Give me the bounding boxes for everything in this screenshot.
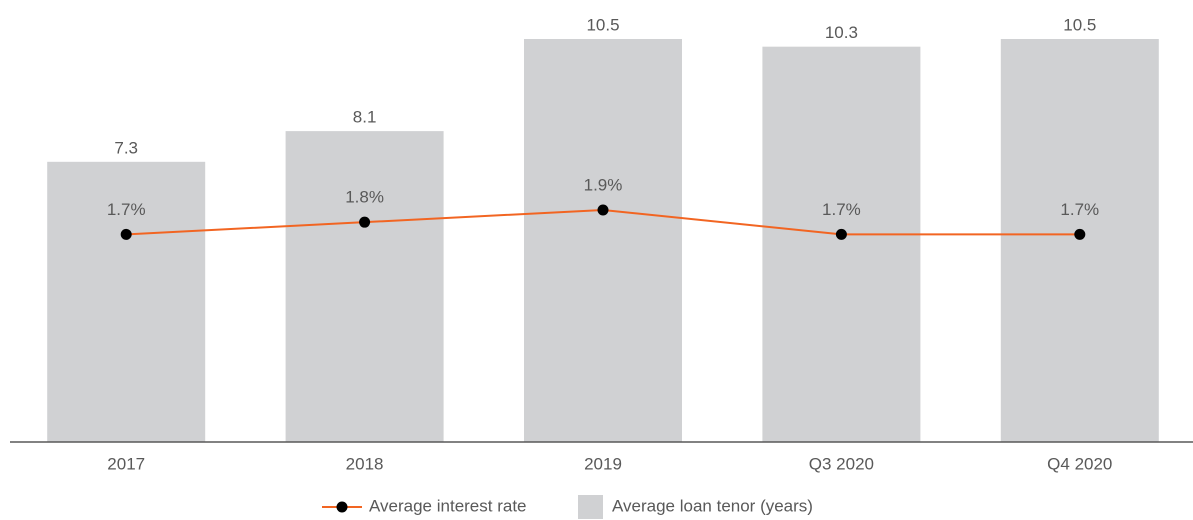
bar: [1000, 39, 1159, 442]
bar-value-label: 8.1: [353, 108, 377, 127]
legend-label: Average interest rate: [369, 496, 527, 515]
x-tick-label: Q4 2020: [1047, 454, 1112, 473]
line-value-label: 1.7%: [1060, 200, 1099, 219]
legend-label: Average loan tenor (years): [612, 496, 813, 515]
bar-value-label: 7.3: [114, 138, 138, 157]
marker: [120, 228, 132, 240]
marker: [1074, 228, 1086, 240]
line-value-label: 1.9%: [584, 175, 623, 194]
line-value-label: 1.8%: [345, 188, 384, 207]
bar: [762, 46, 921, 443]
line-value-label: 1.7%: [107, 200, 146, 219]
bar: [285, 131, 444, 442]
bar-value-label: 10.5: [1063, 15, 1096, 34]
bar-value-label: 10.5: [586, 15, 619, 34]
legend-swatch: [578, 495, 603, 519]
legend-marker: [336, 501, 348, 513]
x-tick-label: 2017: [107, 454, 145, 473]
bar-value-label: 10.3: [825, 23, 858, 42]
bar: [47, 161, 206, 443]
x-tick-label: Q3 2020: [809, 454, 874, 473]
bar: [524, 39, 682, 442]
x-tick-label: 2018: [346, 454, 384, 473]
marker: [597, 204, 609, 216]
marker: [359, 216, 371, 228]
marker: [835, 228, 847, 240]
x-tick-label: 2019: [584, 454, 622, 473]
line-value-label: 1.7%: [822, 200, 861, 219]
